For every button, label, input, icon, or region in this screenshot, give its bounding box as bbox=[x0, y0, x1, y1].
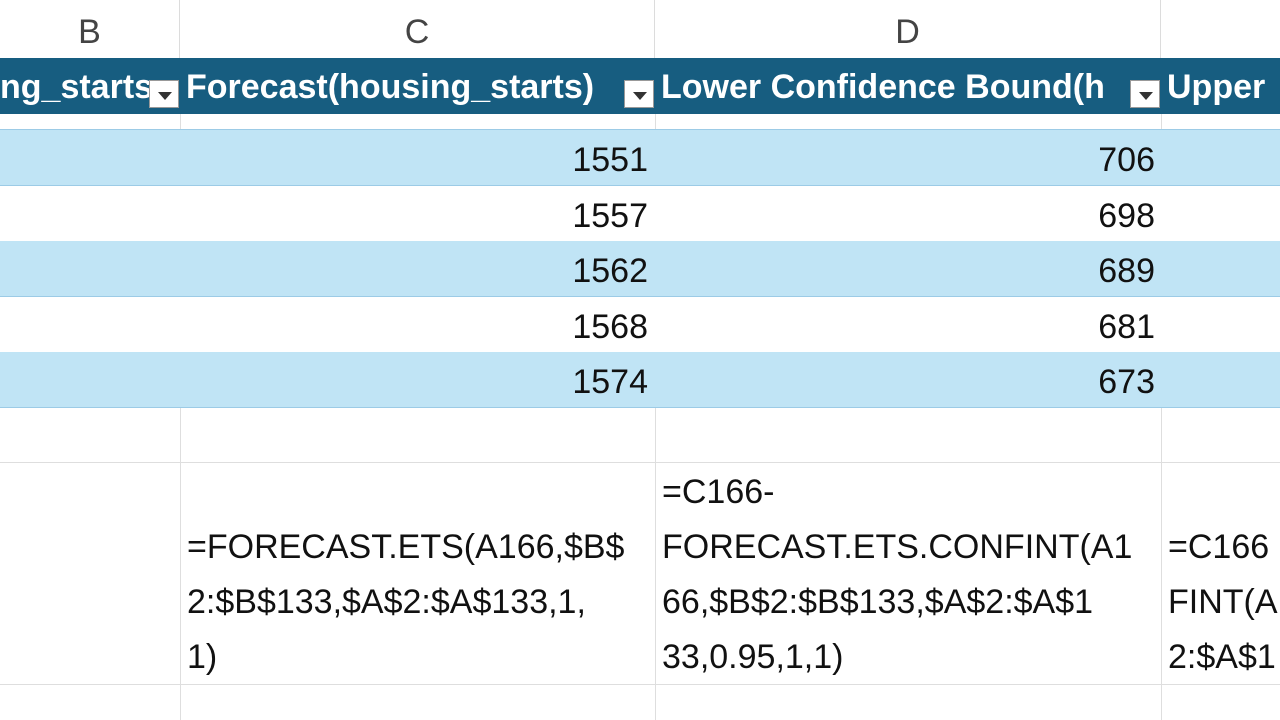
formula-line: 2:$B$133,$A$2:$A$133,1, bbox=[187, 583, 586, 621]
table-header: Lower Confidence Bound(h bbox=[655, 58, 1161, 114]
formula-line: 2:$A$1 bbox=[1168, 638, 1276, 676]
formula-line: FINT(A bbox=[1168, 583, 1278, 621]
formula-line: =C166 bbox=[1168, 528, 1270, 566]
formula-line: 66,$B$2:$B$133,$A$2:$A$1 bbox=[662, 583, 1094, 621]
cell: 698 bbox=[1098, 196, 1155, 235]
column-header[interactable]: C bbox=[180, 0, 655, 58]
table-header: Forecast(housing_starts) bbox=[180, 58, 655, 114]
formula-line: 33,0.95,1,1) bbox=[662, 638, 844, 676]
cell: 681 bbox=[1098, 307, 1155, 346]
cell: 673 bbox=[1098, 363, 1155, 401]
formula-line: FORECAST.ETS.CONFINT(A1 bbox=[662, 528, 1133, 566]
cell: 706 bbox=[1098, 141, 1155, 179]
grid-line bbox=[0, 684, 1280, 685]
cell: 1551 bbox=[572, 141, 648, 179]
filter-button[interactable] bbox=[624, 80, 654, 108]
table-header: Upper bbox=[1161, 58, 1280, 114]
table-row bbox=[0, 352, 1280, 408]
cell: 1557 bbox=[572, 196, 648, 235]
grid-line bbox=[0, 462, 1280, 463]
formula-line: =C166- bbox=[662, 473, 775, 511]
formula-line: =FORECAST.ETS(A166,$B$ bbox=[187, 528, 625, 566]
column-header[interactable]: B bbox=[0, 0, 180, 58]
table-row bbox=[0, 241, 1280, 297]
cell: 1574 bbox=[572, 363, 648, 401]
filter-button[interactable] bbox=[149, 80, 179, 108]
cell: 1562 bbox=[572, 252, 648, 290]
column-header[interactable]: D bbox=[655, 0, 1161, 58]
cell: 1568 bbox=[572, 307, 648, 346]
filter-button[interactable] bbox=[1130, 80, 1160, 108]
cell: 689 bbox=[1098, 252, 1155, 290]
partial-row bbox=[0, 114, 1280, 130]
formula-line: 1) bbox=[187, 638, 218, 676]
